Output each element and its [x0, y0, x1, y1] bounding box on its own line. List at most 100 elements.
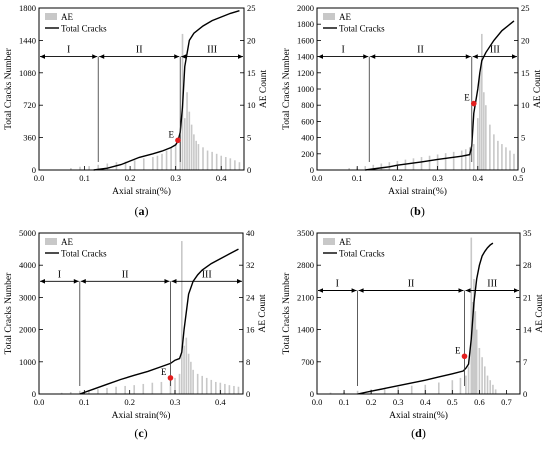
- ae-bar: [234, 160, 236, 170]
- ae-bar: [190, 361, 192, 394]
- y-axis-label: Total Cracks Number: [4, 47, 14, 129]
- plot-frame: [38, 232, 244, 395]
- y2-tick-label: 32: [246, 260, 255, 270]
- ae-bar: [195, 140, 197, 170]
- ae-bar: [420, 157, 423, 170]
- ae-bar: [348, 168, 350, 170]
- y2-axis-label: AE Count: [258, 294, 268, 333]
- point-e-label: E: [161, 367, 167, 377]
- x-tick-label: 0.0: [34, 397, 45, 407]
- panel-letter: a: [139, 204, 145, 218]
- stage-arrowhead: [465, 288, 471, 293]
- y2-tick-label: 14: [523, 325, 532, 335]
- ae-bar: [372, 164, 375, 170]
- y2-tick-label: 0: [246, 389, 250, 399]
- stage-arrowhead: [181, 54, 187, 59]
- ae-bar: [152, 157, 154, 170]
- legend-label-total-cracks: Total Cracks: [61, 249, 107, 259]
- ae-bar: [193, 134, 195, 170]
- stage-label: I: [341, 45, 344, 56]
- x-tick-label: 0.4: [215, 397, 226, 407]
- ae-bar: [160, 381, 163, 394]
- y-tick-label: 1440: [19, 35, 36, 45]
- ae-bar: [444, 153, 447, 170]
- y-tick-label: 800: [301, 100, 314, 110]
- y2-tick-label: 5: [521, 133, 525, 143]
- ae-bar: [471, 302, 474, 394]
- panel-label: (b): [410, 204, 425, 218]
- ae-bar: [186, 92, 188, 170]
- y-tick-label: 4000: [19, 260, 36, 270]
- stage-arrowhead: [358, 288, 364, 293]
- stage-label: III: [207, 45, 217, 56]
- stage-label: III: [487, 279, 497, 290]
- ae-bar: [211, 151, 213, 170]
- x-tick-label: 0.2: [366, 397, 377, 407]
- ae-bar: [238, 162, 241, 170]
- ae-bar: [383, 388, 386, 394]
- panel-label: (a): [135, 204, 149, 218]
- y2-tick-label: 5: [247, 133, 251, 143]
- point-e-marker: [470, 100, 477, 107]
- y-tick-label: 0: [310, 165, 314, 175]
- x-tick-label: 0.4: [472, 173, 483, 183]
- ae-bar: [479, 72, 481, 170]
- y2-tick-label: 25: [521, 3, 530, 13]
- ae-bar: [460, 150, 463, 170]
- ae-bar: [329, 392, 332, 394]
- ae-bar: [473, 279, 475, 394]
- x-tick-label: 0.1: [339, 397, 350, 407]
- ae-bar: [192, 369, 194, 394]
- legend-swatch-ae: [323, 238, 335, 245]
- panel-letter: c: [138, 426, 144, 440]
- total-cracks-line: [79, 248, 239, 395]
- y-tick-label: 720: [23, 100, 36, 110]
- y-tick-label: 1800: [297, 19, 314, 29]
- ae-bar: [88, 166, 90, 170]
- ae-bar: [412, 158, 415, 170]
- ae-bar: [404, 159, 407, 170]
- point-e-label: E: [464, 93, 470, 103]
- ae-bar: [196, 373, 199, 395]
- ae-bar: [468, 147, 471, 170]
- stage-arrowhead: [238, 54, 243, 59]
- ae-bar: [501, 144, 503, 170]
- ae-bar: [513, 153, 515, 170]
- ae-bar: [183, 345, 185, 394]
- x-tick-label: 0.2: [124, 397, 135, 407]
- ae-bar: [185, 337, 188, 394]
- stage-label: III: [490, 45, 500, 56]
- ae-bar: [178, 373, 181, 395]
- stage-arrowhead: [40, 279, 45, 284]
- ae-bar: [197, 144, 200, 170]
- ae-bar: [69, 391, 72, 394]
- ae-bar: [493, 134, 495, 170]
- ae-bar: [467, 366, 470, 394]
- x-tick-label: 0.5: [447, 397, 458, 407]
- x-tick-label: 0.1: [352, 173, 363, 183]
- stage-label: II: [122, 269, 129, 280]
- legend-label-ae: AE: [339, 237, 351, 247]
- y-tick-label: 2000: [297, 3, 314, 13]
- ae-bar: [219, 382, 222, 394]
- ae-bar: [215, 381, 217, 394]
- x-tick-label: 0.5: [513, 173, 524, 183]
- ae-bar: [124, 385, 126, 394]
- legend-label-ae: AE: [339, 12, 351, 22]
- ae-bar: [237, 386, 240, 394]
- ae-bar: [470, 237, 473, 394]
- x-axis-label: Axial strain(%): [112, 186, 171, 197]
- stage-label: II: [417, 45, 424, 56]
- ae-bar: [142, 383, 145, 394]
- ae-bar: [483, 92, 485, 170]
- ae-bar: [106, 163, 109, 170]
- ae-bar: [428, 155, 431, 170]
- stage-label: II: [408, 279, 415, 290]
- ae-bar: [133, 385, 135, 394]
- ae-bar: [436, 154, 439, 170]
- y-tick-label: 1600: [297, 35, 314, 45]
